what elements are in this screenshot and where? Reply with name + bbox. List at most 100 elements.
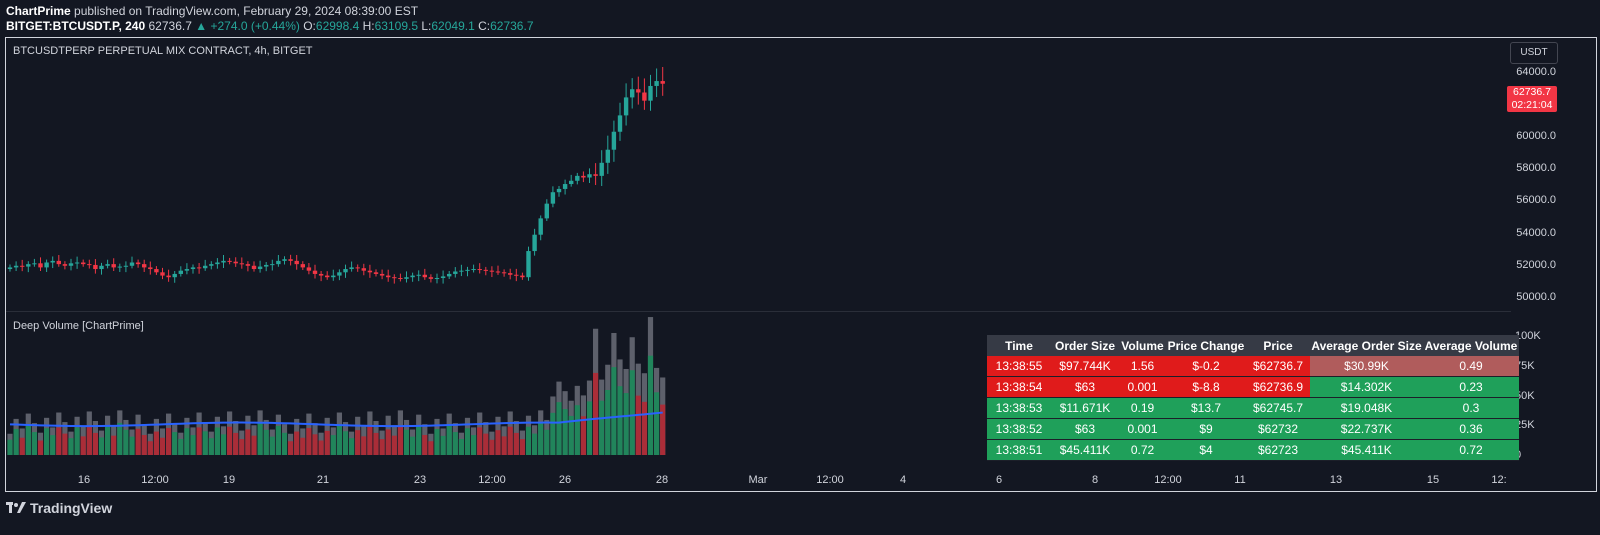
volume-bar-side: [471, 435, 477, 455]
candle-body: [227, 260, 232, 262]
price-tick: 64000.0: [1516, 66, 1556, 78]
candle-body: [270, 264, 275, 266]
volume-bar-side: [403, 429, 410, 455]
volume-bar-side: [31, 432, 37, 455]
candle-body: [440, 276, 446, 279]
time-tick: 11: [1234, 474, 1246, 486]
volume-bar-side: [111, 435, 117, 455]
tradingview-logo-icon: [6, 502, 26, 513]
volume-bar-side: [489, 439, 495, 455]
candle-body: [117, 266, 122, 268]
candle-body: [215, 262, 220, 265]
candle-body: [349, 267, 354, 270]
volume-bar-side: [135, 428, 141, 455]
cell-order-size: $97.744K: [1051, 356, 1119, 377]
time-tick: 8: [1091, 474, 1099, 486]
volume-bar-side: [330, 435, 336, 455]
volume-bar-side: [288, 441, 294, 455]
candle-body: [68, 263, 74, 266]
price-tick: 60000.0: [1516, 130, 1556, 142]
time-tick: 12:00: [478, 474, 506, 486]
candle-body: [26, 264, 31, 267]
candle-body: [209, 264, 214, 266]
volume-bar-side: [623, 393, 629, 455]
price-change: +274.0 (+0.44%): [210, 19, 300, 33]
volume-bar-side: [37, 440, 44, 455]
candle-body: [654, 81, 659, 86]
volume-bar-side: [336, 424, 342, 455]
candle-body: [556, 188, 562, 193]
price-tick: 50000.0: [1516, 291, 1556, 303]
cell-avg-order: $14.302K: [1310, 376, 1423, 398]
cell-time: 13:38:53: [987, 397, 1051, 419]
candle-body: [318, 273, 324, 276]
volume-bar-side: [196, 427, 202, 455]
candle-body: [373, 272, 379, 274]
volume-bar-side: [349, 438, 355, 455]
candle-body: [447, 273, 452, 277]
volume-bar-side: [208, 438, 214, 455]
time-tick: Mar: [748, 474, 768, 486]
volume-bar-side: [458, 438, 464, 455]
candle-body: [587, 174, 592, 178]
candle-body: [526, 251, 531, 278]
pane-title: BTCUSDTPERP PERPETUAL MIX CONTRACT, 4h, …: [13, 45, 313, 57]
candle-body: [483, 269, 488, 271]
volume-bar-side: [190, 435, 196, 455]
volume-bar-side: [123, 429, 129, 455]
volume-bar-side: [617, 386, 623, 455]
volume-bar-side: [501, 436, 507, 455]
candle-body: [465, 269, 470, 271]
candle-body: [178, 270, 183, 274]
candle-body: [416, 274, 421, 276]
cell-avg-order: $45.411K: [1310, 439, 1423, 461]
cell-avg-order: $22.737K: [1310, 418, 1423, 440]
candle-body: [623, 97, 629, 116]
volume-bar-side: [385, 429, 391, 455]
volume-bar-side: [532, 433, 538, 455]
volume-bar-side: [422, 434, 428, 455]
candle-body: [251, 265, 257, 270]
volume-bar-side: [251, 435, 257, 455]
volume-bar-side: [635, 395, 641, 455]
pane-separator[interactable]: [6, 311, 1511, 312]
volume-bar-side: [611, 367, 617, 455]
volume-bar-side: [593, 372, 599, 455]
volume-bar-side: [428, 441, 434, 455]
candle-body: [300, 264, 305, 268]
volume-tick: 50K: [1515, 390, 1535, 402]
volume-bar-side: [74, 427, 80, 455]
price-tag-value: 62736.7: [1513, 86, 1551, 98]
tradingview-logo[interactable]: TradingView: [6, 500, 112, 516]
candle-body: [593, 174, 598, 176]
volume-tick: 25K: [1515, 419, 1535, 431]
col-header: Volume: [1119, 335, 1166, 356]
cell-avg-volume: 0.23: [1423, 376, 1519, 398]
candle-body: [172, 273, 177, 278]
time-tick: 6: [995, 474, 1003, 486]
candle-body: [282, 259, 287, 261]
volume-bar-side: [574, 405, 580, 455]
cell-order-size: $63: [1051, 376, 1119, 398]
cell-order-size: $63: [1051, 418, 1119, 440]
time-tick: 26: [558, 474, 572, 486]
candle-body: [7, 267, 13, 270]
volume-bar-side: [269, 436, 275, 455]
candle-body: [166, 275, 171, 278]
volume-bar-side: [629, 370, 635, 455]
cell-price-change: $4: [1166, 439, 1246, 461]
order-table: Time Order Size Volume Price Change Pric…: [987, 335, 1519, 461]
up-arrow-icon: ▲: [195, 19, 208, 33]
chart-frame[interactable]: [5, 37, 1597, 492]
volume-bar-side: [647, 355, 654, 455]
time-tick: 19: [222, 474, 236, 486]
candle-body: [257, 266, 263, 270]
currency-button[interactable]: USDT: [1510, 42, 1558, 64]
candle-body: [81, 262, 86, 265]
volume-bar-side: [245, 429, 251, 455]
candle-body: [630, 89, 635, 98]
volume-bar-side: [513, 432, 519, 455]
volume-bar-side: [117, 422, 123, 455]
volume-bar-side: [605, 390, 611, 455]
